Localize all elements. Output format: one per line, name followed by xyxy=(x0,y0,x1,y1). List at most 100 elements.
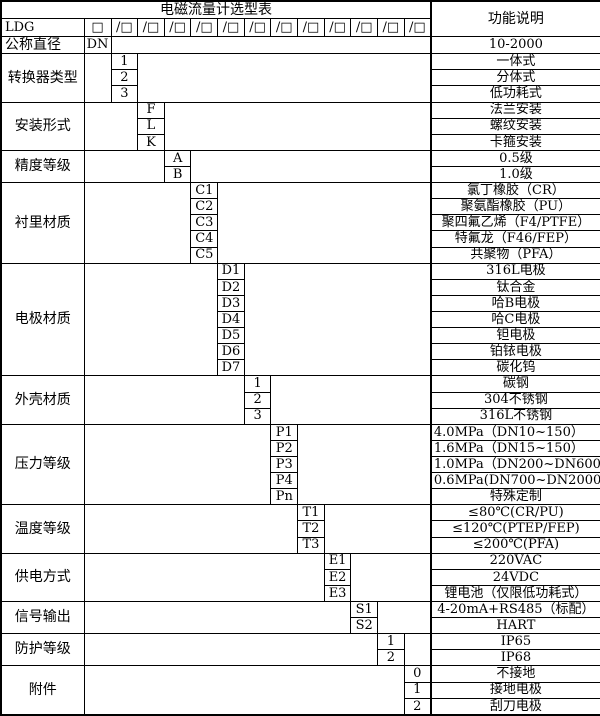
option-row: 温度等级 T1 ≤80℃(CR/PU) xyxy=(0,504,600,554)
group-label: 公称直径 xyxy=(0,35,85,55)
code-cell: D4 xyxy=(217,311,245,329)
code-cell: 3 xyxy=(243,407,272,425)
option-row: 2 刮刀电极 xyxy=(1,697,600,716)
description-cell: ≤120℃(PTEP/FEP) xyxy=(429,520,600,538)
option-row: D4 哈C电极 xyxy=(1,311,600,329)
empty-region xyxy=(83,101,139,151)
model-code-box: /□ xyxy=(243,18,272,37)
description-cell: 哈C电极 xyxy=(429,311,600,329)
empty-region xyxy=(297,423,432,506)
group-label: 温度等级 xyxy=(0,504,85,554)
option-row: 3 316L不锈钢 xyxy=(1,407,600,425)
code-cell: D6 xyxy=(217,343,245,361)
model-code-box: /□ xyxy=(297,18,325,37)
model-code-box: /□ xyxy=(217,18,245,37)
code-cell: DN xyxy=(83,35,112,55)
code-cell: P2 xyxy=(270,439,299,458)
code-cell: C5 xyxy=(190,246,219,264)
option-row: 供电方式 E1 220VAC xyxy=(0,552,600,602)
code-cell: D3 xyxy=(217,294,245,313)
empty-region xyxy=(377,600,432,635)
code-cell: C3 xyxy=(190,214,219,232)
empty-region xyxy=(83,665,405,716)
empty-region xyxy=(83,262,219,377)
empty-region xyxy=(83,182,192,264)
description-cell: 碳钢 xyxy=(429,375,600,393)
code-cell: S2 xyxy=(350,617,379,635)
code-cell: C1 xyxy=(190,182,219,200)
description-cell: 聚氨酯橡胶（PU） xyxy=(429,198,600,216)
group-label: 附件 xyxy=(0,665,85,716)
model-code-box: /□ xyxy=(350,18,379,37)
description-cell: 氯丁橡胶（CR） xyxy=(429,182,600,200)
description-cell: IP65 xyxy=(429,633,600,651)
option-row: 附件 0 不接地 xyxy=(0,665,600,716)
code-cell: 2 xyxy=(110,69,139,87)
option-row: 防护等级 1 IP65 xyxy=(0,633,600,667)
option-row: 3 低功耗式 xyxy=(1,85,600,103)
description-cell: 共聚物（PFA） xyxy=(429,246,600,264)
model-code-box: /□ xyxy=(377,18,405,37)
option-row: P2 1.6MPa（DN15~150） xyxy=(1,439,600,458)
empty-region xyxy=(270,375,432,425)
description-cell: 4-20mA+RS485（标配） xyxy=(429,600,600,619)
description-cell: 螺纹安装 xyxy=(429,117,600,135)
empty-region xyxy=(110,35,432,55)
description-cell: 特殊定制 xyxy=(429,488,600,506)
description-cell: 钛合金 xyxy=(429,278,600,296)
description-cell: 1.0级 xyxy=(429,166,600,184)
empty-region xyxy=(83,375,245,425)
empty-region xyxy=(83,600,352,635)
option-row: C3 聚四氟乙烯（F4/PTFE） xyxy=(1,214,600,232)
description-cell: 碳化钨 xyxy=(429,359,600,377)
group-label: 安装形式 xyxy=(0,101,85,151)
group-label: 供电方式 xyxy=(0,552,85,602)
code-cell: 0 xyxy=(403,665,432,683)
option-row: P3 1.0MPa（DN200~DN600） xyxy=(1,455,600,474)
option-row: 2 304不锈钢 xyxy=(1,391,600,409)
code-cell: Pn xyxy=(270,488,299,506)
description-cell: 316L电极 xyxy=(429,262,600,280)
empty-region xyxy=(83,423,272,506)
group-label: 压力等级 xyxy=(0,423,85,506)
description-cell: 220VAC xyxy=(429,552,600,570)
code-cell: F xyxy=(137,101,165,119)
description-cell: 1.6MPa（DN15~150） xyxy=(429,439,600,458)
model-prefix: LDG xyxy=(0,18,85,37)
empty-region xyxy=(83,149,165,184)
code-cell: D5 xyxy=(217,327,245,345)
code-cell: C4 xyxy=(190,230,219,248)
model-code-box: /□ xyxy=(163,18,192,37)
description-cell: 钽电极 xyxy=(429,327,600,345)
option-row: 外壳材质 1 碳钢 xyxy=(0,375,600,425)
description-cell: 铂铱电极 xyxy=(429,343,600,361)
description-cell: 哈B电极 xyxy=(429,294,600,313)
code-cell: 2 xyxy=(403,697,432,716)
empty-region xyxy=(350,552,432,602)
empty-region xyxy=(83,633,379,667)
model-code-row: LDG □/□/□/□/□/□/□/□/□/□/□/□/□ xyxy=(0,18,600,37)
option-row: E2 24VDC xyxy=(1,568,600,586)
code-cell: T2 xyxy=(297,520,325,538)
option-row: Pn 特殊定制 xyxy=(1,488,600,506)
code-cell: 2 xyxy=(243,391,272,409)
description-cell: IP68 xyxy=(429,649,600,667)
code-cell: B xyxy=(163,166,192,184)
empty-region xyxy=(403,633,432,667)
description-cell: ≤200℃(PFA) xyxy=(429,536,600,554)
description-cell: ≤80℃(CR/PU) xyxy=(429,504,600,522)
code-cell: P4 xyxy=(270,472,299,490)
code-cell: D7 xyxy=(217,359,245,377)
code-cell: 1 xyxy=(403,681,432,699)
description-cell: 锂电池（仅限低功耗式） xyxy=(429,584,600,602)
description-cell: 法兰安装 xyxy=(429,101,600,119)
group-label: 精度等级 xyxy=(0,149,85,184)
description-cell: 聚四氟乙烯（F4/PTFE） xyxy=(429,214,600,232)
empty-region xyxy=(137,53,432,103)
description-cell: 分体式 xyxy=(429,69,600,87)
description-cell: 不接地 xyxy=(429,665,600,683)
description-cell: 24VDC xyxy=(429,568,600,586)
code-cell: E3 xyxy=(323,584,352,602)
code-cell: A xyxy=(163,149,192,168)
